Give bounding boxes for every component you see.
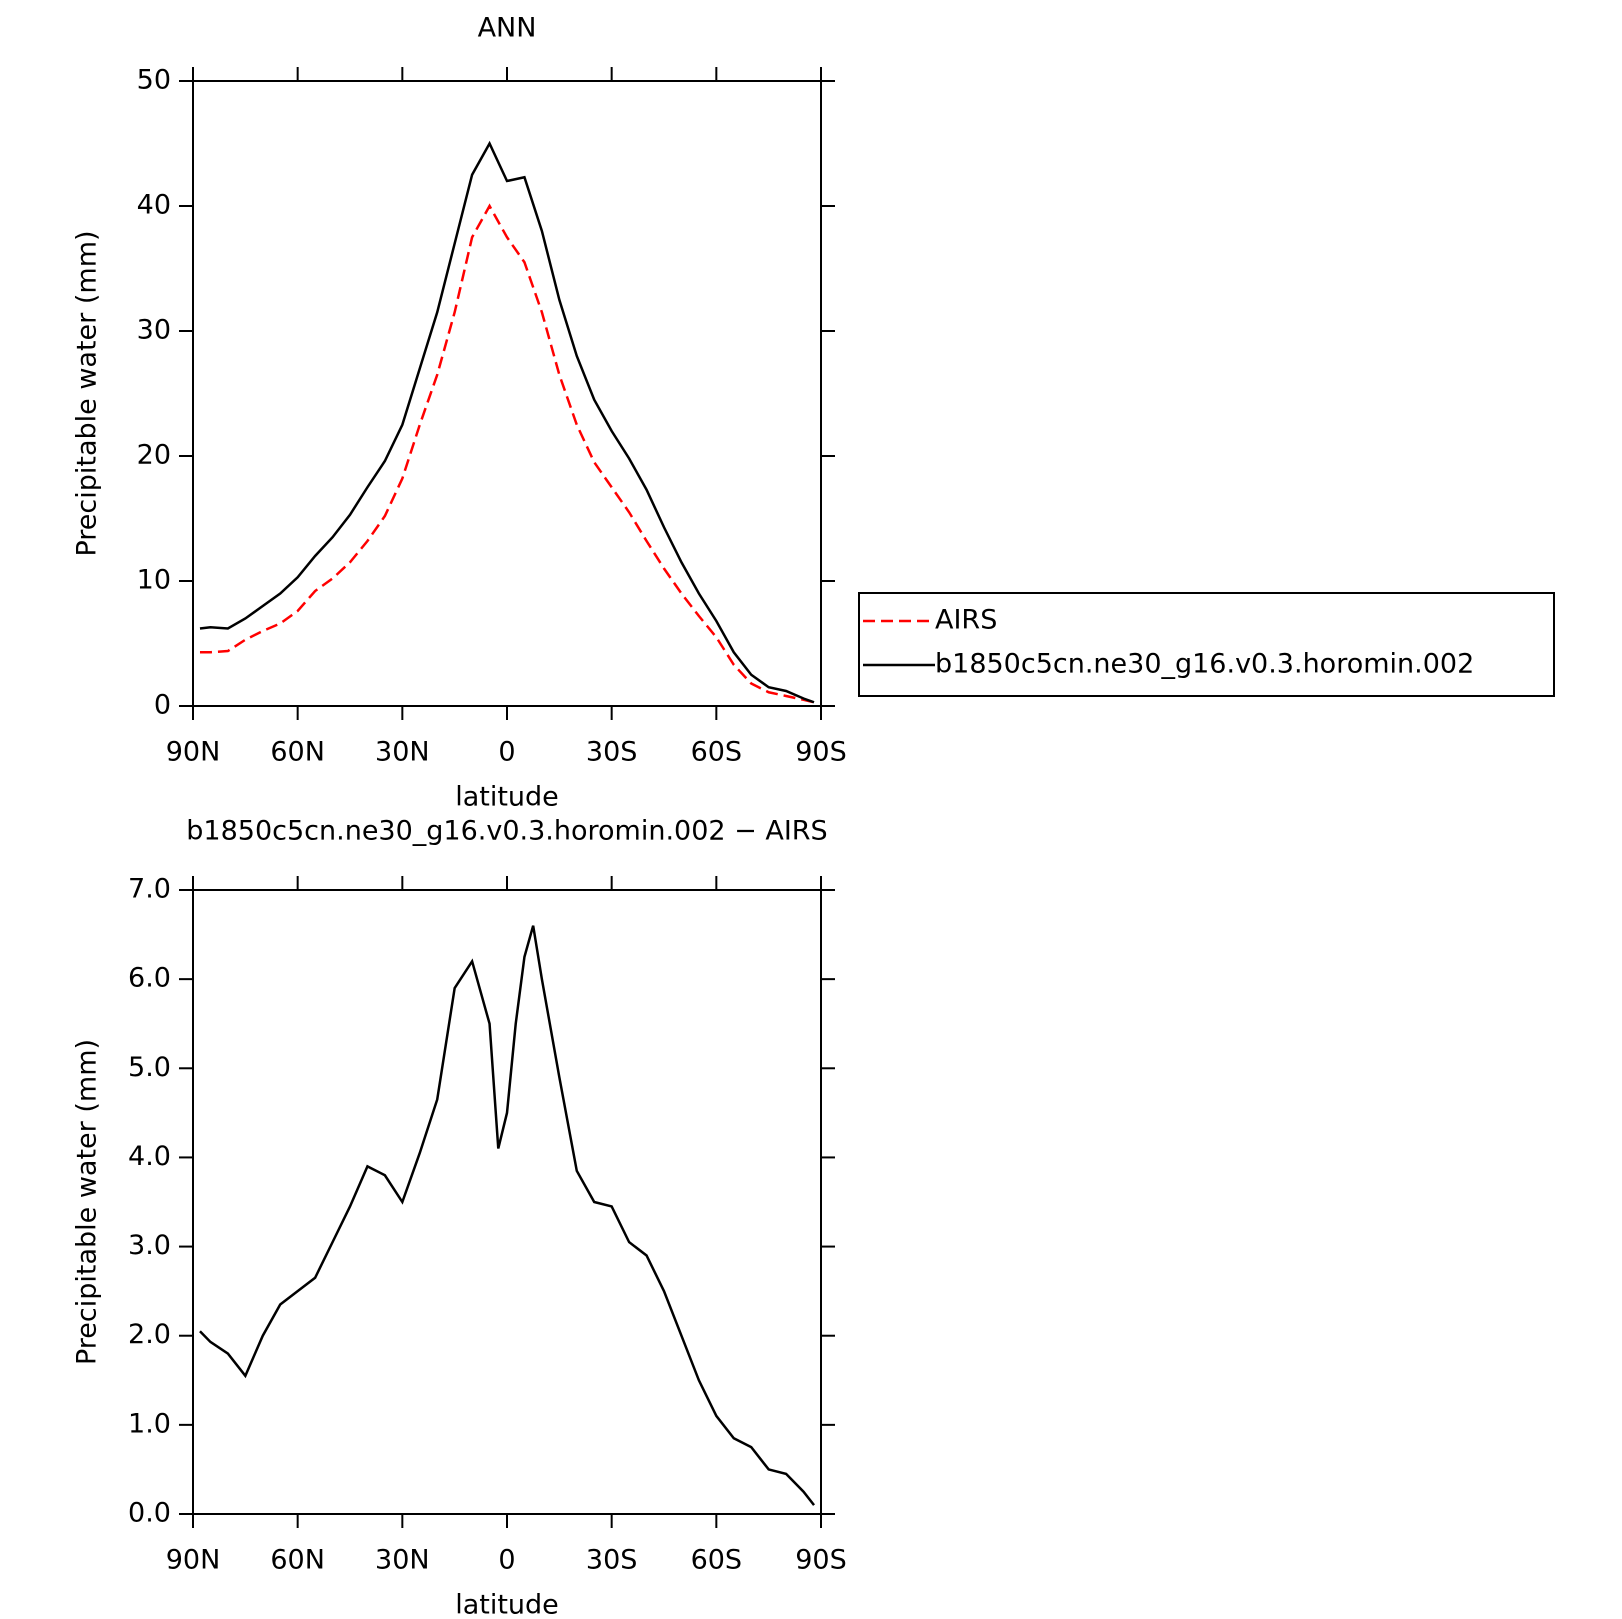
- x-tick-label: 90N: [166, 1545, 221, 1576]
- legend-label: AIRS: [935, 605, 997, 636]
- y-tick-label: 6.0: [128, 963, 171, 994]
- x-tick-label: 0: [498, 1545, 515, 1576]
- legend-label: b1850c5cn.ne30_g16.v0.3.horomin.002: [935, 649, 1474, 680]
- y-tick-label: 20: [137, 440, 171, 471]
- y-tick-label: 5.0: [128, 1052, 171, 1083]
- data-line: [199, 140, 815, 704]
- plot-frame: [192, 889, 822, 1515]
- y-tick-label: 1.0: [128, 1408, 171, 1439]
- y-tick-label: 2.0: [128, 1319, 171, 1350]
- y-tick-label: 30: [137, 315, 171, 346]
- data-line: [199, 925, 816, 1506]
- y-tick-label: 10: [137, 565, 171, 596]
- x-tick-label: 30S: [586, 737, 638, 768]
- y-tick-label: 40: [137, 190, 171, 221]
- x-tick-label: 90S: [795, 1545, 847, 1576]
- x-tick-label: 30N: [375, 737, 430, 768]
- y-axis-label: Precipitable water (mm): [72, 1039, 103, 1365]
- x-axis-label: latitude: [455, 782, 559, 813]
- x-tick-label: 60N: [270, 737, 325, 768]
- y-tick-label: 0.0: [128, 1498, 171, 1529]
- x-tick-label: 90S: [795, 737, 847, 768]
- y-axis-label: Precipitable water (mm): [72, 230, 103, 556]
- x-tick-label: 30N: [375, 1545, 430, 1576]
- chart-title: ANN: [478, 13, 537, 44]
- legend-box: [858, 592, 1555, 697]
- y-tick-label: 0: [154, 690, 171, 721]
- x-tick-label: 0: [498, 737, 515, 768]
- x-tick-label: 60S: [691, 1545, 743, 1576]
- y-tick-label: 7.0: [128, 874, 171, 905]
- x-tick-label: 30S: [586, 1545, 638, 1576]
- y-tick-label: 3.0: [128, 1230, 171, 1261]
- y-tick-label: 50: [137, 65, 171, 96]
- plot-frame: [192, 80, 822, 707]
- chart-title: b1850c5cn.ne30_g16.v0.3.horomin.002 − AI…: [186, 816, 827, 847]
- data-line: [199, 203, 815, 704]
- y-tick-label: 4.0: [128, 1141, 171, 1172]
- x-tick-label: 90N: [166, 737, 221, 768]
- x-tick-label: 60N: [270, 1545, 325, 1576]
- x-tick-label: 60S: [691, 737, 743, 768]
- x-axis-label: latitude: [455, 1590, 559, 1619]
